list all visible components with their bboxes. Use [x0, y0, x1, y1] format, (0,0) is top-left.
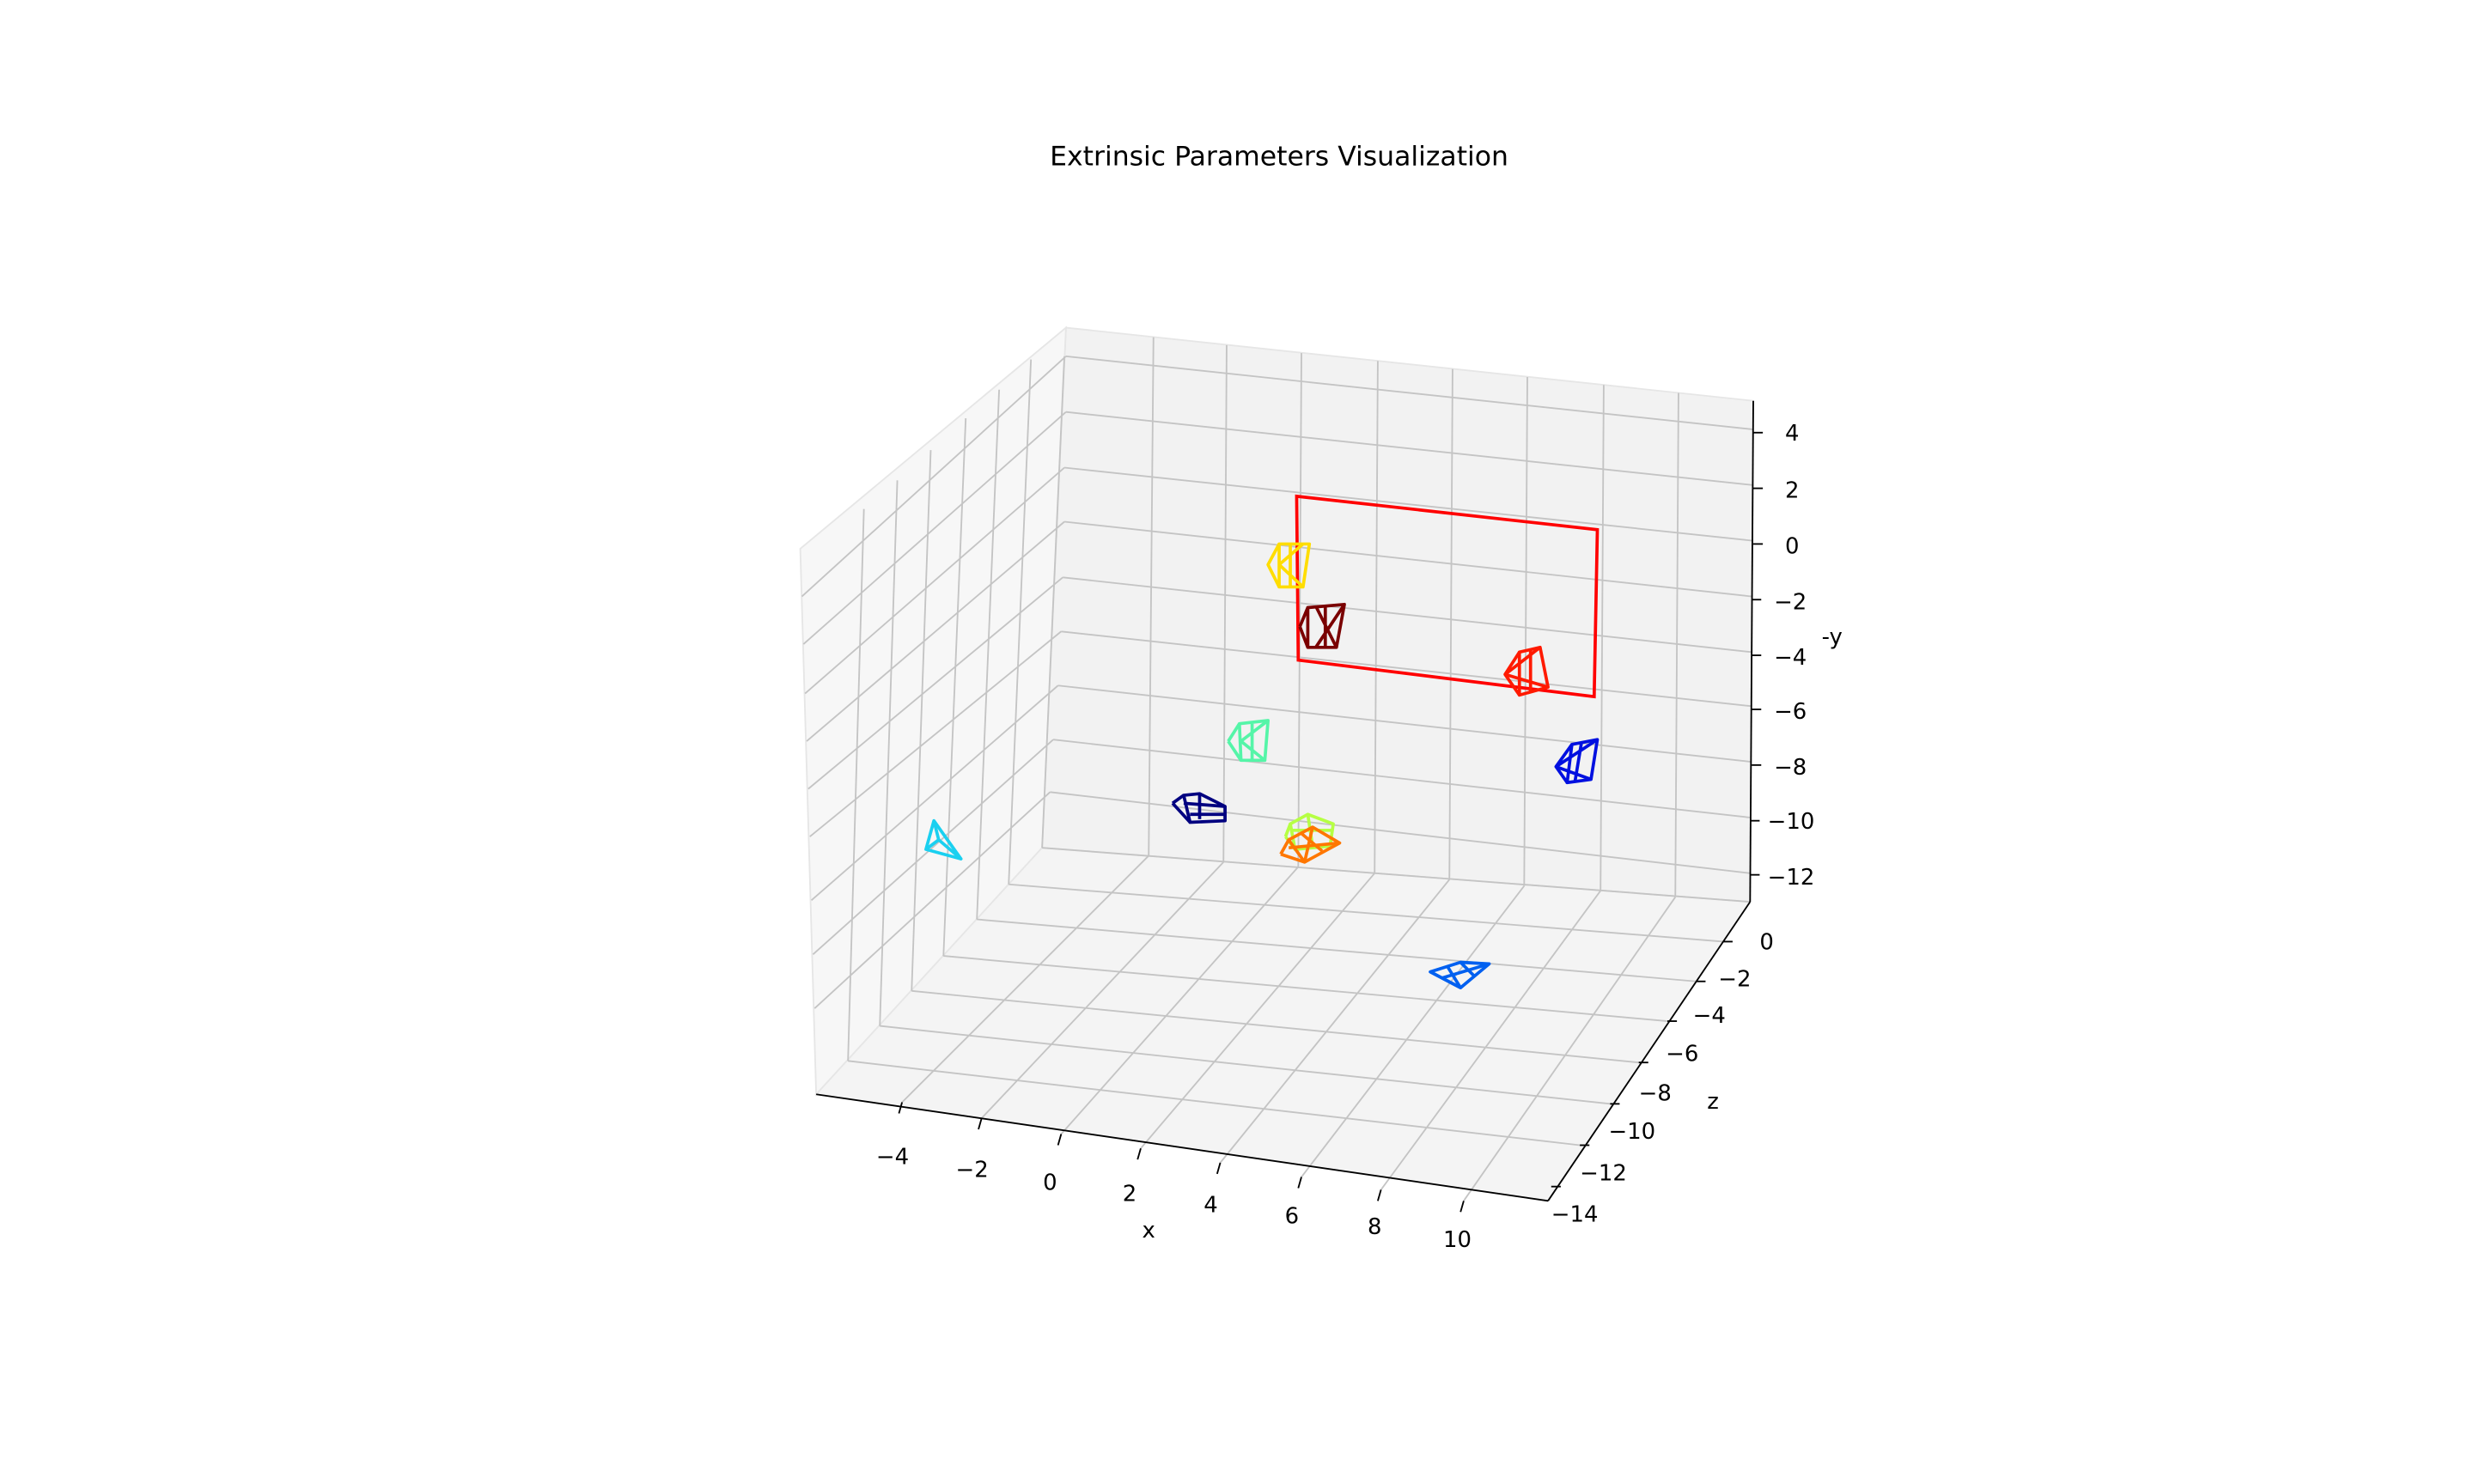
- camera-azure: [1429, 960, 1491, 989]
- y-tick-label: 2: [1785, 478, 1799, 504]
- x-tick-label: 0: [1043, 1170, 1057, 1195]
- y-tick-label: −2: [1774, 589, 1807, 615]
- z-tick-label: −8: [1639, 1081, 1672, 1107]
- y-axis-line: [1749, 400, 1754, 903]
- z-tick-label: −12: [1580, 1160, 1627, 1186]
- y-tick-label: −6: [1774, 699, 1807, 725]
- camera-maroon: [1298, 602, 1346, 649]
- camera-navy: [1171, 792, 1227, 824]
- x-tick-labels: −4 −2 0 2 4 6 8 10: [876, 1145, 1472, 1253]
- y-axis-label: -y: [1822, 624, 1843, 650]
- camera-orange: [1279, 825, 1342, 864]
- y-tick-label: −12: [1768, 865, 1815, 891]
- y-tick-label: −4: [1774, 645, 1807, 671]
- camera-cyan: [924, 818, 963, 861]
- z-tick-label: −14: [1551, 1201, 1599, 1227]
- chart-title: Extrinsic Parameters Visualization: [1050, 142, 1508, 173]
- z-axis-line: [1547, 901, 1752, 1201]
- y-tick-label: −10: [1768, 809, 1815, 835]
- camera-blue: [1554, 738, 1600, 785]
- z-tick-label: −4: [1693, 1003, 1726, 1029]
- x-tick-label: 8: [1368, 1214, 1381, 1240]
- z-tick-label: −6: [1666, 1041, 1698, 1067]
- z-tick-labels: 0 −2 −4 −6 −8 −10 −12 −14: [1551, 930, 1774, 1228]
- x-tick-label: 2: [1123, 1181, 1136, 1207]
- x-tick-label: −2: [956, 1158, 989, 1183]
- x-tick-label: −4: [876, 1145, 909, 1171]
- x-tick-label: 6: [1285, 1203, 1299, 1229]
- z-axis-label: z: [1707, 1089, 1719, 1115]
- y-tick-label: −8: [1774, 755, 1807, 781]
- z-tick-label: −10: [1608, 1119, 1655, 1145]
- z-tick-label: −2: [1718, 966, 1751, 992]
- y-tick-label: 0: [1785, 534, 1799, 560]
- grid-lines: [801, 337, 1754, 1201]
- calibration-board: [1295, 494, 1600, 699]
- camera-yellow: [1266, 542, 1312, 589]
- x-tick-label: 10: [1443, 1227, 1472, 1253]
- tick-marks: [898, 431, 1764, 1213]
- x-axis-label: x: [1143, 1218, 1155, 1244]
- x-axis-line: [815, 1093, 1549, 1202]
- camera-red: [1503, 645, 1550, 697]
- z-tick-label: 0: [1759, 930, 1773, 956]
- axis-lines: [815, 400, 1754, 1202]
- y-tick-label: 4: [1785, 421, 1799, 447]
- x-tick-label: 4: [1203, 1192, 1217, 1218]
- camera-mint: [1227, 719, 1270, 763]
- y-tick-labels: 4 2 0 −2 −4 −6 −8 −10 −12: [1768, 421, 1815, 891]
